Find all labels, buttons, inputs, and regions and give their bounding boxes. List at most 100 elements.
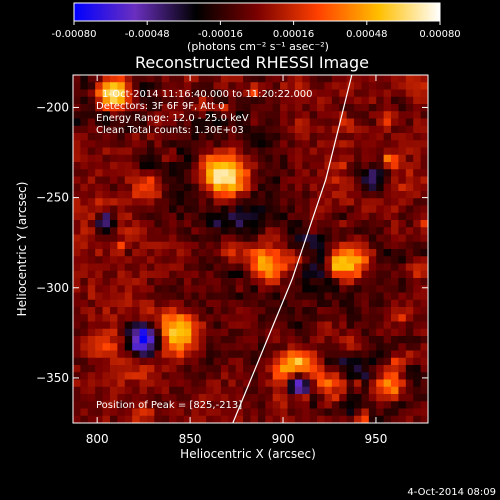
heatmap-cell (383, 133, 392, 141)
heatmap-cell (146, 133, 155, 141)
heatmap-cell (109, 401, 118, 410)
heatmap-cell (146, 111, 155, 120)
heatmap-cell (183, 386, 192, 395)
heatmap-cell (102, 263, 111, 272)
heatmap-cell (176, 104, 185, 112)
heatmap-cell (220, 336, 229, 344)
heatmap-cell (161, 234, 170, 243)
heatmap-cell (139, 415, 148, 423)
heatmap-cell (368, 183, 377, 192)
heatmap-cell (235, 191, 244, 199)
heatmap-cell (228, 314, 237, 323)
x-tick-label: 800 (86, 432, 109, 446)
heatmap-cell (213, 256, 222, 265)
heatmap-cell (294, 394, 303, 402)
heatmap-cell (169, 104, 178, 112)
heatmap-cell (124, 386, 133, 395)
heatmap-cell (213, 82, 222, 91)
heatmap-cell (265, 386, 274, 395)
heatmap-cell (198, 321, 207, 330)
heatmap-cell (235, 154, 244, 163)
heatmap-cell (198, 365, 207, 373)
heatmap-cell (368, 292, 377, 301)
heatmap-cell (331, 328, 340, 337)
heatmap-cell (206, 314, 215, 323)
heatmap-cell (146, 212, 155, 221)
heatmap-cell (317, 104, 326, 112)
heatmap-cell (169, 227, 178, 236)
heatmap-cell (257, 365, 266, 373)
heatmap-cell (176, 140, 185, 149)
heatmap-cell (391, 379, 400, 388)
heatmap-cell (102, 220, 111, 228)
heatmap-cell (132, 82, 141, 91)
heatmap-cell (102, 89, 111, 98)
heatmap-cell (250, 191, 259, 199)
heatmap-cell (213, 104, 222, 112)
heatmap-cell (95, 227, 104, 236)
y-axis-label: Heliocentric Y (arcsec) (15, 182, 29, 317)
heatmap-cell (80, 256, 89, 265)
heatmap-cell (95, 336, 104, 344)
heatmap-cell (398, 415, 407, 423)
heatmap-cell (124, 292, 133, 301)
heatmap-cell (124, 328, 133, 337)
heatmap-cell (302, 125, 311, 134)
heatmap-cell (80, 162, 89, 170)
heatmap-cell (206, 357, 215, 366)
heatmap-cell (346, 307, 355, 315)
heatmap-cell (73, 118, 81, 127)
heatmap-cell (109, 234, 118, 243)
heatmap-cell (161, 270, 170, 279)
heatmap-cell (198, 154, 207, 163)
heatmap-cell (117, 263, 126, 272)
heatmap-cell (391, 263, 400, 272)
heatmap-cell (324, 118, 333, 127)
heatmap-cell (265, 256, 274, 265)
heatmap-cell (398, 133, 407, 141)
heatmap-cell (80, 241, 89, 250)
heatmap-cell (383, 415, 392, 423)
heatmap-cell (198, 357, 207, 366)
heatmap-cell (235, 198, 244, 207)
heatmap-cell (176, 365, 185, 373)
heatmap-cell (354, 241, 363, 250)
heatmap-cell (87, 415, 96, 423)
heatmap-cell (161, 263, 170, 272)
heatmap-cell (420, 285, 428, 294)
heatmap-cell (95, 169, 104, 178)
heatmap-cell (420, 386, 428, 395)
heatmap-cell (361, 154, 370, 163)
heatmap-cell (257, 408, 266, 417)
heatmap-cell (109, 205, 118, 214)
heatmap-cell (272, 154, 281, 163)
heatmap-cell (257, 241, 266, 250)
heatmap-cell (354, 372, 363, 381)
heatmap-cell (169, 299, 178, 308)
heatmap-cell (250, 307, 259, 315)
heatmap-cell (87, 365, 96, 373)
heatmap-cell (331, 140, 340, 149)
heatmap-cell (346, 111, 355, 120)
heatmap-cell (413, 111, 422, 120)
heatmap-cell (294, 365, 303, 373)
heatmap-cell (346, 82, 355, 91)
heatmap-cell (294, 205, 303, 214)
heatmap-cell (368, 241, 377, 250)
heatmap-cell (309, 183, 318, 192)
heatmap-cell (302, 401, 311, 410)
heatmap-cell (331, 205, 340, 214)
heatmap-cell (317, 220, 326, 228)
heatmap-cell (80, 176, 89, 185)
heatmap-cell (220, 220, 229, 228)
heatmap-cell (213, 147, 222, 156)
heatmap-cell (324, 256, 333, 265)
heatmap-cell (95, 133, 104, 141)
heatmap-cell (265, 350, 274, 359)
heatmap-cell (191, 336, 200, 344)
heatmap-cell (324, 401, 333, 410)
heatmap-cell (346, 299, 355, 308)
heatmap-cell (80, 343, 89, 352)
heatmap-cell (339, 343, 348, 352)
heatmap-cell (420, 278, 428, 286)
